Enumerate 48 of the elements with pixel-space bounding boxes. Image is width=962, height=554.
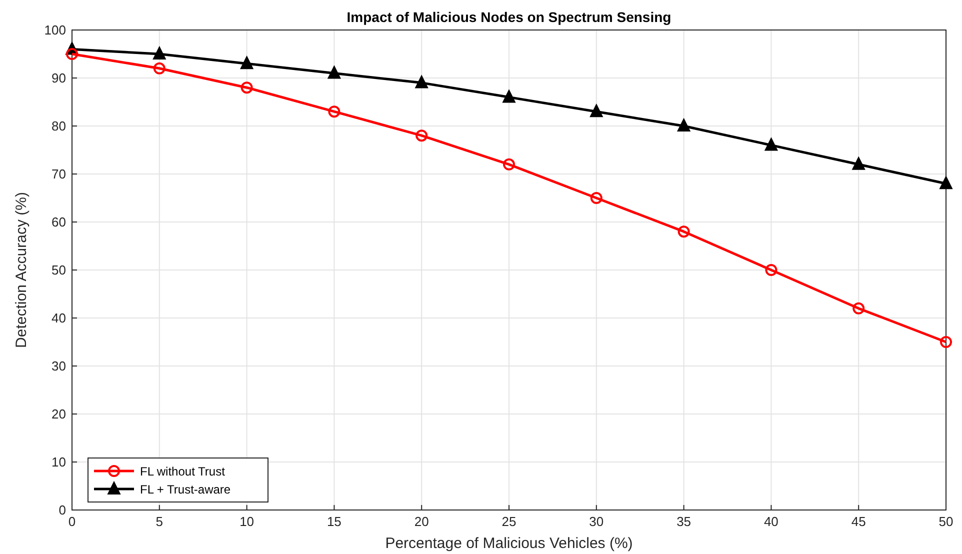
point [852, 156, 866, 170]
y-tick-label: 80 [52, 118, 66, 134]
x-tick-label: 30 [589, 514, 604, 529]
x-tick-label: 15 [326, 514, 342, 529]
y-tick-label: 30 [52, 358, 66, 374]
point [852, 302, 865, 314]
y-tick-label: 20 [52, 406, 66, 422]
y-tick-label: 90 [52, 70, 66, 86]
point [240, 82, 253, 94]
x-tick-label: 45 [851, 514, 866, 529]
x-tick-label: 25 [502, 514, 516, 529]
point [940, 336, 952, 348]
y-tick-label: 40 [52, 310, 66, 326]
y-tick-label: 0 [58, 502, 66, 518]
point [765, 264, 778, 276]
point [152, 46, 166, 60]
y-tick-label: 70 [52, 166, 66, 182]
point [328, 106, 340, 118]
point [416, 130, 428, 142]
point [590, 192, 602, 204]
point [940, 176, 952, 190]
y-axis-title: Detection Accuracy (%) [13, 192, 30, 348]
point [415, 75, 428, 88]
x-tick-label: 10 [240, 514, 254, 529]
y-tick-label: 10 [52, 454, 66, 470]
legend-label: FL + Trust-aware [140, 482, 231, 496]
point [503, 158, 515, 170]
point [328, 66, 341, 79]
point [66, 48, 78, 60]
x-axis-title: Percentage of Malicious Vehicles (%) [385, 535, 633, 552]
point [677, 118, 690, 132]
x-tick-label: 5 [156, 514, 164, 529]
point [678, 226, 690, 238]
y-tick-label: 60 [52, 214, 66, 230]
chart-title: Impact of Malicious Nodes on Spectrum Sensing [346, 9, 672, 25]
point [502, 90, 516, 103]
point [590, 104, 603, 118]
y-tick-label: 100 [44, 22, 66, 38]
point [764, 138, 778, 151]
point [240, 56, 254, 70]
y-tick-label: 50 [52, 262, 66, 278]
x-tick-label: 35 [676, 514, 692, 529]
x-tick-label: 50 [938, 514, 954, 529]
x-tick-label: 20 [414, 514, 429, 529]
x-tick-label: 0 [68, 514, 76, 529]
point [153, 62, 166, 74]
x-tick-label: 40 [764, 514, 778, 529]
legend-label: FL without Trust [140, 464, 226, 478]
